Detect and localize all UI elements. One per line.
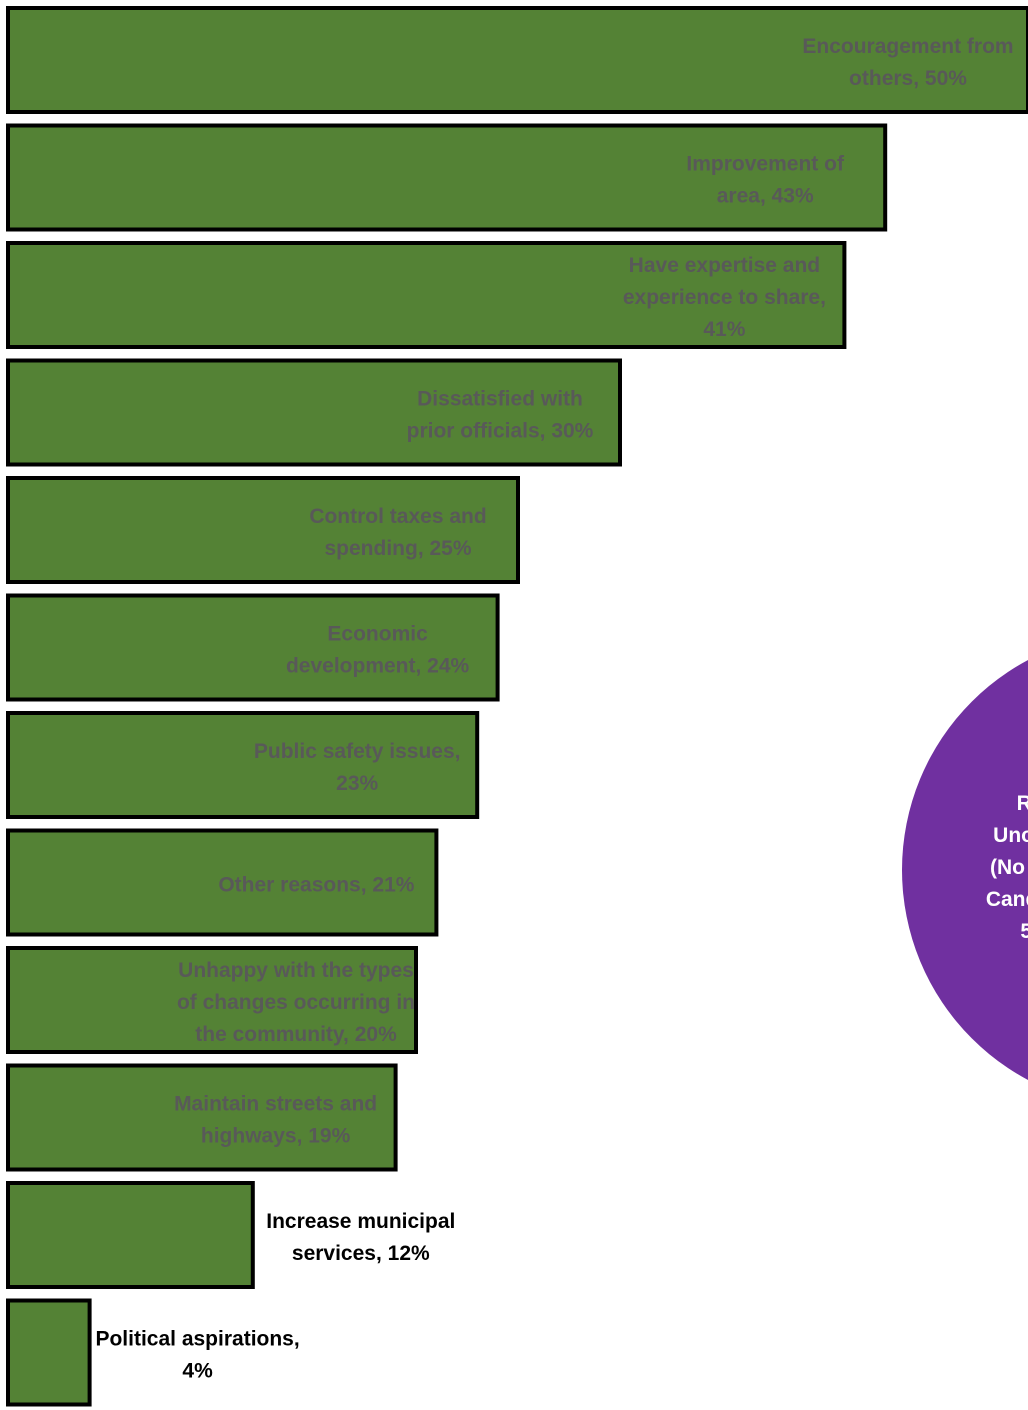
bar-label-line: Improvement of — [686, 152, 845, 175]
bar-data-label: Dissatisfied with prior officials, 30% — [407, 387, 594, 442]
bar — [6, 123, 888, 232]
bar-label-line: prior officials, 30% — [407, 419, 594, 442]
pie-slice-purple — [902, 660, 1028, 1080]
bar-label-line: experience to share, — [623, 286, 826, 309]
bar-label-line: 4% — [182, 1359, 213, 1382]
bar-label-line: Maintain streets and — [174, 1092, 377, 1115]
bar — [6, 1063, 398, 1172]
bar-data-label: Other reasons, 21% — [218, 873, 414, 896]
pie-label-line: (No C — [990, 856, 1028, 879]
bar-label-line: 41% — [703, 318, 745, 341]
bar-data-label: Improvement of area, 43% — [686, 152, 845, 207]
bar-label-line: 23% — [336, 772, 378, 795]
pie-label-line: Unop — [993, 824, 1028, 847]
pie-label-line: 50 — [1020, 920, 1028, 943]
bar-label-line: Control taxes and — [309, 505, 486, 528]
bar-data-label: Unhappy with the types of changes occurri… — [177, 959, 415, 1046]
bar-label-line: Dissatisfied with — [417, 387, 583, 410]
bar-label-line: development, 24% — [286, 654, 470, 677]
bar-label-line: Public safety issues, — [254, 740, 461, 763]
bar-label-line: Other reasons, 21% — [218, 873, 414, 896]
bar-data-label: Encouragement from others, 50% — [802, 35, 1013, 90]
bar — [6, 1298, 92, 1407]
bar-label-line: the community, 20% — [195, 1023, 397, 1046]
bar-label-line: Unhappy with the types — [178, 959, 414, 982]
bar-label-line: Have expertise and — [629, 254, 820, 277]
bar-label-line: Political aspirations, — [95, 1327, 299, 1350]
bar-label-line: Economic — [327, 622, 428, 645]
pie-label-line: Candi — [986, 888, 1028, 911]
bar-data-label: Control taxes and spending, 25% — [309, 505, 486, 560]
bar — [6, 1181, 255, 1289]
bar-chart: Encouragement from others, 50% Improvement… — [6, 6, 1028, 1407]
bar-data-label: Have expertise and experience to share, 41… — [623, 254, 826, 341]
bar-label-line: Encouragement from — [802, 35, 1013, 58]
bar-label-line: Increase municipal — [266, 1210, 455, 1233]
bar — [6, 828, 439, 937]
bar-data-label: Political aspirations, 4% — [95, 1327, 299, 1382]
bar — [6, 358, 622, 467]
bar — [6, 946, 418, 1054]
bar-data-label: Maintain streets and highways, 19% — [174, 1092, 377, 1147]
pie-chart: Ra Unop (No C Candi 50 — [902, 660, 1028, 1080]
bar-data-label: Increase municipal services, 12% — [266, 1210, 455, 1265]
bar — [6, 711, 480, 819]
pie-label-line: Ra — [1017, 792, 1028, 815]
bar-label-line: highways, 19% — [201, 1124, 351, 1147]
bar — [6, 593, 500, 702]
pie-slice-label: Ra Unop (No C Candi 50 — [986, 792, 1028, 943]
bar — [6, 476, 520, 584]
bar — [6, 6, 1028, 114]
bar-label-line: of changes occurring in — [177, 991, 415, 1014]
bar-label-line: others, 50% — [849, 67, 967, 90]
bar-label-line: spending, 25% — [324, 537, 471, 560]
bar — [6, 241, 847, 349]
bar-data-label: Economic development, 24% — [286, 622, 470, 677]
bar-label-line: area, 43% — [717, 184, 814, 207]
bar-data-label: Public safety issues, 23% — [254, 740, 461, 795]
bar-label-line: services, 12% — [292, 1242, 430, 1265]
